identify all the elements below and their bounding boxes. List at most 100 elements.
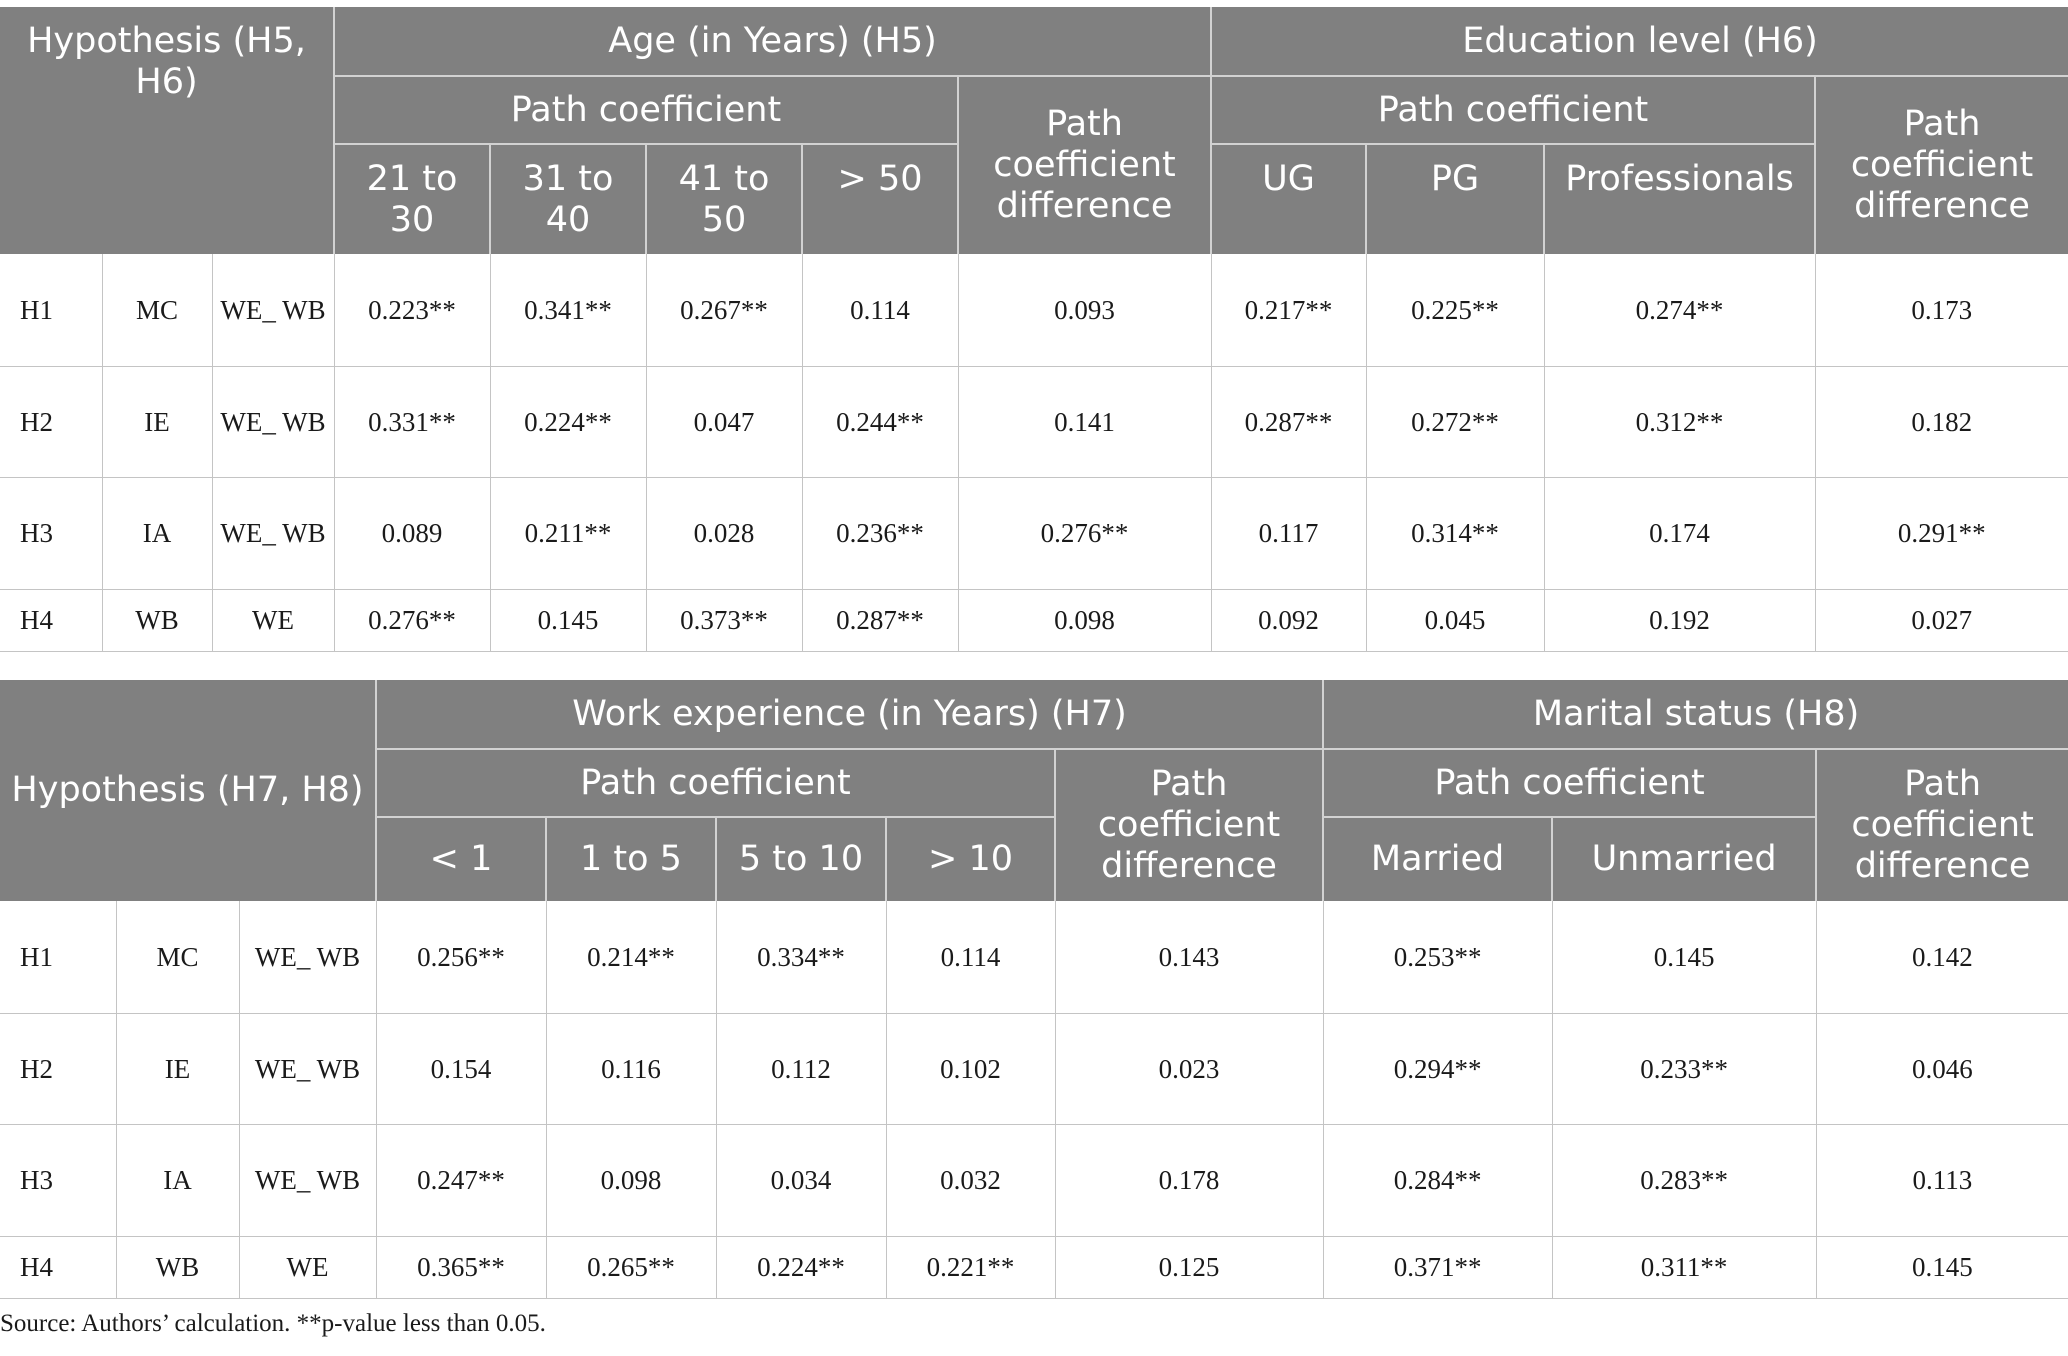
table-row: H4 WB WE 0.276** 0.145 0.373** 0.287** 0…	[0, 589, 2068, 652]
value-cell: 0.265**	[545, 1236, 716, 1299]
value-cell: 0.221**	[885, 1236, 1055, 1299]
variable-cell: IE	[115, 1013, 239, 1125]
value-cell: 0.114	[885, 901, 1055, 1014]
dependent-cell: WE	[211, 589, 334, 652]
value-cell: 0.247**	[375, 1124, 546, 1237]
table-experience-marital: Hypothesis (H7, H8) Work experience (in …	[0, 680, 2068, 1299]
column-header: < 1	[375, 816, 546, 901]
column-header: > 10	[885, 816, 1055, 901]
value-cell: 0.116	[545, 1013, 716, 1125]
marital-path-difference-header: Path coefficient difference	[1815, 748, 2068, 901]
hypothesis-cell: H4	[0, 589, 102, 652]
value-cell: 0.092	[1210, 589, 1367, 652]
experience-path-coefficient-header: Path coefficient	[375, 748, 1055, 817]
age-path-difference-header: Path coefficient difference	[956, 75, 1212, 254]
difference-cell: 0.182	[1814, 366, 2068, 478]
value-cell: 0.371**	[1322, 1236, 1553, 1299]
value-cell: 0.145	[489, 589, 646, 652]
marital-group-header: Marital status (H8)	[1322, 680, 2068, 749]
variable-cell: IE	[101, 366, 212, 478]
value-cell: 0.253**	[1322, 901, 1553, 1014]
value-cell: 0.145	[1551, 901, 1817, 1014]
hypothesis-cell: H1	[0, 901, 116, 1014]
value-cell: 0.233**	[1551, 1013, 1817, 1125]
table-age-education: Hypothesis (H5, H6) Age (in Years) (H5) …	[0, 7, 2068, 652]
value-cell: 0.294**	[1322, 1013, 1553, 1125]
variable-cell: MC	[101, 254, 212, 367]
difference-cell: 0.141	[957, 366, 1212, 478]
difference-cell: 0.145	[1815, 1236, 2068, 1299]
value-cell: 0.114	[801, 254, 958, 367]
value-cell: 0.287**	[1210, 366, 1367, 478]
table-row: H1 MC WE_ WB 0.223** 0.341** 0.267** 0.1…	[0, 254, 2068, 367]
education-path-difference-header: Path coefficient difference	[1814, 75, 2068, 254]
value-cell: 0.089	[333, 477, 490, 590]
dependent-cell: WE	[238, 1236, 376, 1299]
value-cell: 0.331**	[333, 366, 490, 478]
experience-group-header: Work experience (in Years) (H7)	[374, 680, 1324, 749]
column-header: Married	[1322, 816, 1553, 901]
variable-cell: IA	[115, 1124, 239, 1237]
hypothesis-header: Hypothesis (H7, H8)	[0, 680, 376, 901]
column-header: > 50	[801, 143, 958, 254]
value-cell: 0.211**	[489, 477, 646, 590]
dependent-cell: WE_ WB	[211, 366, 334, 478]
column-header: 21 to 30	[333, 143, 490, 254]
difference-cell: 0.291**	[1814, 477, 2068, 590]
difference-cell: 0.023	[1054, 1013, 1324, 1125]
value-cell: 0.283**	[1551, 1124, 1817, 1237]
hypothesis-cell: H4	[0, 1236, 116, 1299]
value-cell: 0.224**	[715, 1236, 886, 1299]
dependent-cell: WE_ WB	[211, 477, 334, 590]
column-header: Professionals	[1543, 143, 1816, 254]
value-cell: 0.236**	[801, 477, 958, 590]
value-cell: 0.256**	[375, 901, 546, 1014]
variable-cell: WB	[101, 589, 212, 652]
value-cell: 0.244**	[801, 366, 958, 478]
difference-cell: 0.027	[1814, 589, 2068, 652]
value-cell: 0.225**	[1365, 254, 1545, 367]
value-cell: 0.045	[1365, 589, 1545, 652]
value-cell: 0.154	[375, 1013, 546, 1125]
education-group-header: Education level (H6)	[1210, 7, 2068, 76]
value-cell: 0.287**	[801, 589, 958, 652]
value-cell: 0.192	[1543, 589, 1816, 652]
table-row: H3 IA WE_ WB 0.247** 0.098 0.034 0.032 0…	[0, 1124, 2068, 1237]
value-cell: 0.365**	[375, 1236, 546, 1299]
difference-cell: 0.113	[1815, 1124, 2068, 1237]
value-cell: 0.284**	[1322, 1124, 1553, 1237]
value-cell: 0.311**	[1551, 1236, 1817, 1299]
value-cell: 0.028	[645, 477, 802, 590]
value-cell: 0.314**	[1365, 477, 1545, 590]
table-row: H2 IE WE_ WB 0.331** 0.224** 0.047 0.244…	[0, 366, 2068, 478]
column-header: Unmarried	[1551, 816, 1817, 901]
value-cell: 0.034	[715, 1124, 886, 1237]
value-cell: 0.112	[715, 1013, 886, 1125]
value-cell: 0.174	[1543, 477, 1816, 590]
value-cell: 0.334**	[715, 901, 886, 1014]
hypothesis-header: Hypothesis (H5, H6)	[0, 7, 334, 254]
value-cell: 0.224**	[489, 366, 646, 478]
dependent-cell: WE_ WB	[238, 901, 376, 1014]
hypothesis-cell: H2	[0, 1013, 116, 1125]
value-cell: 0.373**	[645, 589, 802, 652]
marital-path-coefficient-header: Path coefficient	[1322, 748, 1817, 817]
column-header: 1 to 5	[545, 816, 716, 901]
experience-path-difference-header: Path coefficient difference	[1053, 748, 1324, 901]
variable-cell: MC	[115, 901, 239, 1014]
hypothesis-cell: H1	[0, 254, 102, 367]
age-group-header: Age (in Years) (H5)	[332, 7, 1212, 76]
difference-cell: 0.178	[1054, 1124, 1324, 1237]
value-cell: 0.102	[885, 1013, 1055, 1125]
value-cell: 0.341**	[489, 254, 646, 367]
dependent-cell: WE_ WB	[211, 254, 334, 367]
table-row: H2 IE WE_ WB 0.154 0.116 0.112 0.102 0.0…	[0, 1013, 2068, 1125]
column-header: 41 to 50	[645, 143, 802, 254]
table-row: H3 IA WE_ WB 0.089 0.211** 0.028 0.236**…	[0, 477, 2068, 590]
education-path-coefficient-header: Path coefficient	[1210, 75, 1816, 144]
table-row: H4 WB WE 0.365** 0.265** 0.224** 0.221**…	[0, 1236, 2068, 1299]
table-row: H1 MC WE_ WB 0.256** 0.214** 0.334** 0.1…	[0, 901, 2068, 1014]
value-cell: 0.312**	[1543, 366, 1816, 478]
value-cell: 0.223**	[333, 254, 490, 367]
variable-cell: IA	[101, 477, 212, 590]
